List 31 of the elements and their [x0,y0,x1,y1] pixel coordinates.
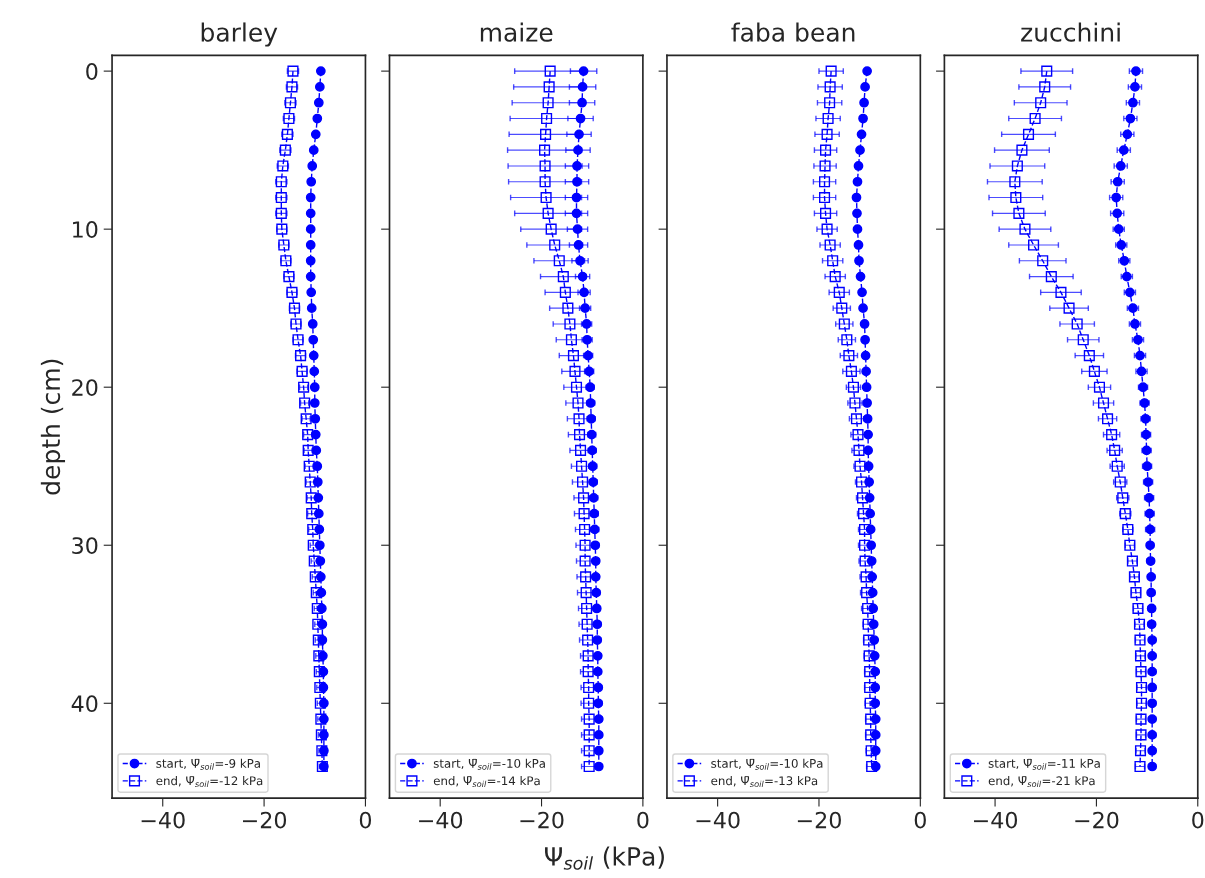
legend-label: end, Ψ̄$_{soil}$=-21 kPa [988,776,1095,788]
y-tick-label: 30 [72,537,98,554]
x-tick-label: −20 [797,811,841,829]
chart-title: maize [480,22,553,42]
x-tick-label: −20 [520,811,564,829]
legend-label: start, Ψ̄$_{soil}$=-10 kPa [711,758,823,770]
legend-label: end, Ψ̄$_{soil}$=-13 kPa [711,776,818,788]
legend-label: end, Ψ̄$_{soil}$=-12 kPa [156,776,263,788]
x-tick-label: 0 [1192,811,1204,829]
y-tick-label: 40 [71,695,98,713]
legend-label: end, Ψ̄$_{soil}$=-14 kPa [433,776,540,788]
x-tick-label: −20 [242,811,287,829]
y-tick-label: 10 [73,221,98,238]
x-tick-label: 0 [914,811,926,829]
chart-title: faba bean [731,22,855,42]
legend-label: start, Ψ̄$_{soil}$=-9 kPa [156,758,260,770]
chart-title: zucchini [1021,22,1120,42]
x-tick-label: −40 [419,811,463,829]
y-tick-label: 20 [72,379,98,396]
x-tick-label: −20 [1075,811,1119,829]
y-tick-label: 0 [86,63,98,80]
y-axis-title: depth (cm) [40,359,66,495]
x-tick-label: −40 [973,811,1018,829]
x-axis-title: Ψ$_{soil}$ (kPa) [545,846,664,870]
chart-title: barley [201,22,278,47]
x-tick-label: 0 [637,811,649,829]
x-tick-label: −40 [696,811,740,829]
x-tick-label: −40 [141,811,185,829]
legend-label: start, Ψ̄$_{soil}$=-10 kPa [433,758,545,770]
x-tick-label: 0 [359,811,372,829]
legend-label: start, Ψ̄$_{soil}$=-11 kPa [988,758,1100,770]
